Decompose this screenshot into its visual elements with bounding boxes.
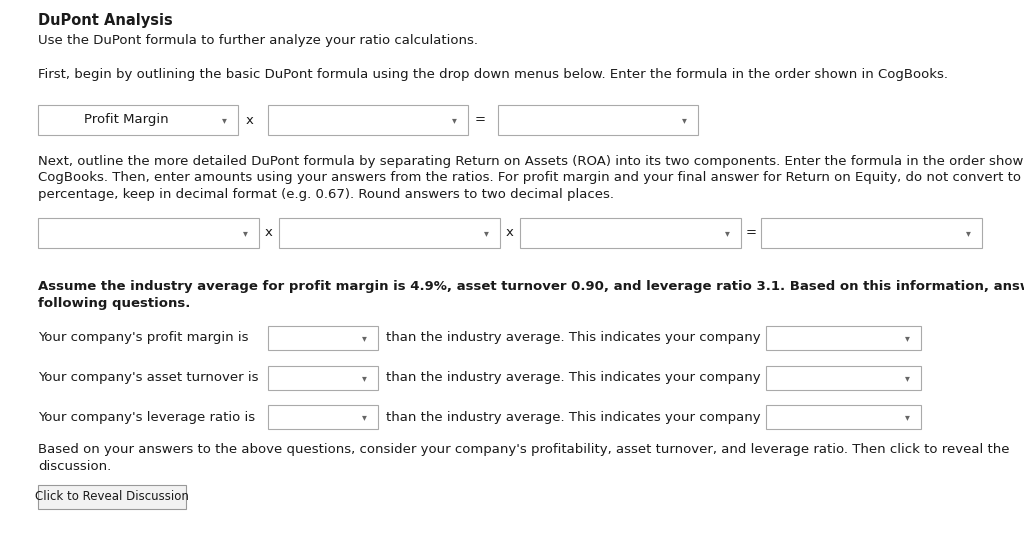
Bar — [766, 366, 921, 390]
Text: DuPont Analysis: DuPont Analysis — [38, 13, 173, 28]
Text: =: = — [474, 113, 485, 126]
Text: =: = — [745, 227, 757, 239]
Text: ▾: ▾ — [361, 412, 367, 422]
Text: ▾: ▾ — [904, 333, 909, 343]
Text: ▾: ▾ — [221, 115, 226, 125]
Bar — [766, 326, 921, 350]
Text: Next, outline the more detailed DuPont formula by separating Return on Assets (R: Next, outline the more detailed DuPont f… — [38, 155, 1024, 168]
Text: CogBooks. Then, enter amounts using your answers from the ratios. For profit mar: CogBooks. Then, enter amounts using your… — [38, 171, 1024, 184]
Text: Assume the industry average for profit margin is 4.9%, asset turnover 0.90, and : Assume the industry average for profit m… — [38, 280, 1024, 293]
Text: Your company's profit margin is: Your company's profit margin is — [38, 331, 249, 344]
Text: ▾: ▾ — [725, 228, 729, 238]
Bar — [268, 405, 378, 429]
Bar — [279, 218, 500, 248]
Text: ▾: ▾ — [361, 373, 367, 383]
Bar — [38, 105, 238, 135]
Text: Profit Margin: Profit Margin — [84, 113, 168, 126]
Text: ▾: ▾ — [682, 115, 686, 125]
Text: x: x — [265, 227, 273, 239]
Text: Based on your answers to the above questions, consider your company's profitabil: Based on your answers to the above quest… — [38, 443, 1010, 456]
Text: ▾: ▾ — [966, 228, 971, 238]
Text: ▾: ▾ — [361, 333, 367, 343]
Text: ▾: ▾ — [904, 373, 909, 383]
Text: Use the DuPont formula to further analyze your ratio calculations.: Use the DuPont formula to further analyz… — [38, 34, 478, 47]
Text: First, begin by outlining the basic DuPont formula using the drop down menus bel: First, begin by outlining the basic DuPo… — [38, 68, 948, 81]
Bar — [268, 105, 468, 135]
Text: Click to Reveal Discussion: Click to Reveal Discussion — [35, 490, 189, 504]
Bar — [766, 405, 921, 429]
Bar — [38, 218, 259, 248]
Text: than the industry average. This indicates your company: than the industry average. This indicate… — [386, 331, 761, 344]
Bar — [38, 485, 186, 509]
Bar — [498, 105, 698, 135]
Text: x: x — [506, 227, 514, 239]
Text: ▾: ▾ — [243, 228, 248, 238]
Text: ▾: ▾ — [452, 115, 457, 125]
Text: percentage, keep in decimal format (e.g. 0.67). Round answers to two decimal pla: percentage, keep in decimal format (e.g.… — [38, 188, 614, 201]
Text: Your company's leverage ratio is: Your company's leverage ratio is — [38, 410, 255, 423]
Bar — [268, 326, 378, 350]
Text: than the industry average. This indicates your company: than the industry average. This indicate… — [386, 410, 761, 423]
Text: ▾: ▾ — [483, 228, 488, 238]
Bar — [520, 218, 741, 248]
Bar — [761, 218, 982, 248]
Text: following questions.: following questions. — [38, 297, 190, 310]
Text: x: x — [246, 113, 254, 126]
Text: ▾: ▾ — [904, 412, 909, 422]
Bar — [268, 366, 378, 390]
Text: than the industry average. This indicates your company: than the industry average. This indicate… — [386, 372, 761, 385]
Text: Your company's asset turnover is: Your company's asset turnover is — [38, 372, 258, 385]
Text: discussion.: discussion. — [38, 460, 112, 473]
